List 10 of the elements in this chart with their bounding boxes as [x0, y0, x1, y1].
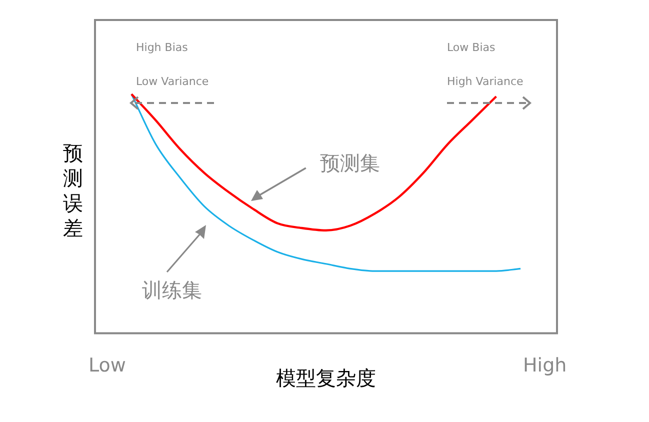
- x-axis-title: 模型复杂度: [276, 366, 376, 390]
- x-tick-label: Low: [88, 354, 126, 377]
- text: Low Variance: [136, 74, 209, 88]
- text: High Variance: [447, 74, 524, 88]
- series-label: 预测集: [320, 151, 380, 176]
- y-axis-title: 预测误差: [63, 141, 83, 240]
- text: 训练集: [142, 278, 202, 302]
- text: High Bias: [136, 40, 188, 54]
- x-tick-label: High: [523, 354, 567, 377]
- text: Low Bias: [447, 40, 496, 54]
